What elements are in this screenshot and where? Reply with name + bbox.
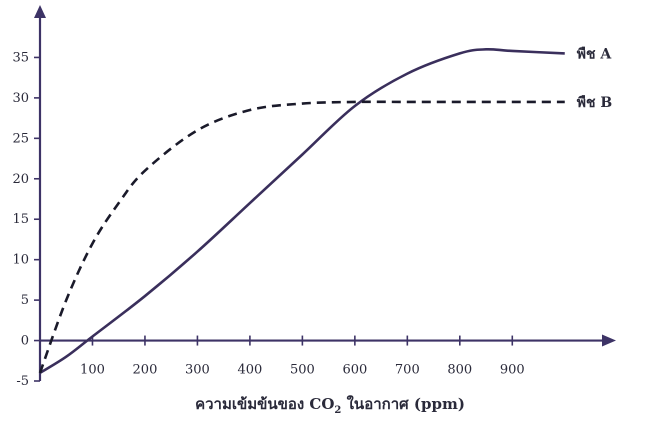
y-tick-label: 25 bbox=[12, 131, 29, 146]
x-tick-label: 300 bbox=[185, 363, 210, 378]
x-tick-label: 600 bbox=[342, 363, 367, 378]
x-axis-arrow bbox=[602, 334, 616, 347]
x-axis-label-tail: ในอากาศ (ppm) bbox=[341, 395, 465, 413]
x-tick-label: 400 bbox=[237, 363, 262, 378]
y-tick-label: 10 bbox=[12, 253, 29, 268]
x-axis-label-subscript: 2 bbox=[334, 405, 341, 416]
x-axis-label-main: ความเข้มข้นของ CO bbox=[195, 395, 334, 413]
x-tick-label: 200 bbox=[133, 363, 158, 378]
series-layer bbox=[38, 47, 565, 375]
y-axis-arrow bbox=[34, 5, 46, 18]
y-tick-label: 5 bbox=[21, 293, 29, 308]
series-label-a: พืช A bbox=[577, 46, 613, 62]
x-tick-label: 800 bbox=[447, 363, 472, 378]
x-axis-ticks: 100 200 300 400 500 600 700 800 900 bbox=[80, 335, 525, 378]
y-tick-label: 35 bbox=[12, 50, 29, 65]
y-axis-ticks: -5 0 5 10 15 20 25 30 35 bbox=[12, 50, 40, 389]
x-tick-label: 900 bbox=[500, 363, 525, 378]
y-tick-label: -5 bbox=[16, 374, 29, 389]
x-axis-label: ความเข้มข้นของ CO2 ในอากาศ (ppm) bbox=[195, 395, 465, 416]
y-tick-label: 20 bbox=[12, 172, 29, 187]
x-tick-label: 100 bbox=[80, 363, 105, 378]
y-tick-label: 30 bbox=[12, 91, 29, 106]
series-line-a bbox=[39, 47, 565, 375]
series-label-b: พืช B bbox=[577, 95, 613, 111]
x-tick-label: 500 bbox=[290, 363, 315, 378]
y-tick-label: 15 bbox=[12, 212, 29, 227]
y-tick-label: 0 bbox=[21, 334, 29, 349]
series-line-b bbox=[38, 100, 565, 374]
series-labels: พืช A พืช B bbox=[577, 46, 613, 111]
x-tick-label: 700 bbox=[395, 363, 420, 378]
